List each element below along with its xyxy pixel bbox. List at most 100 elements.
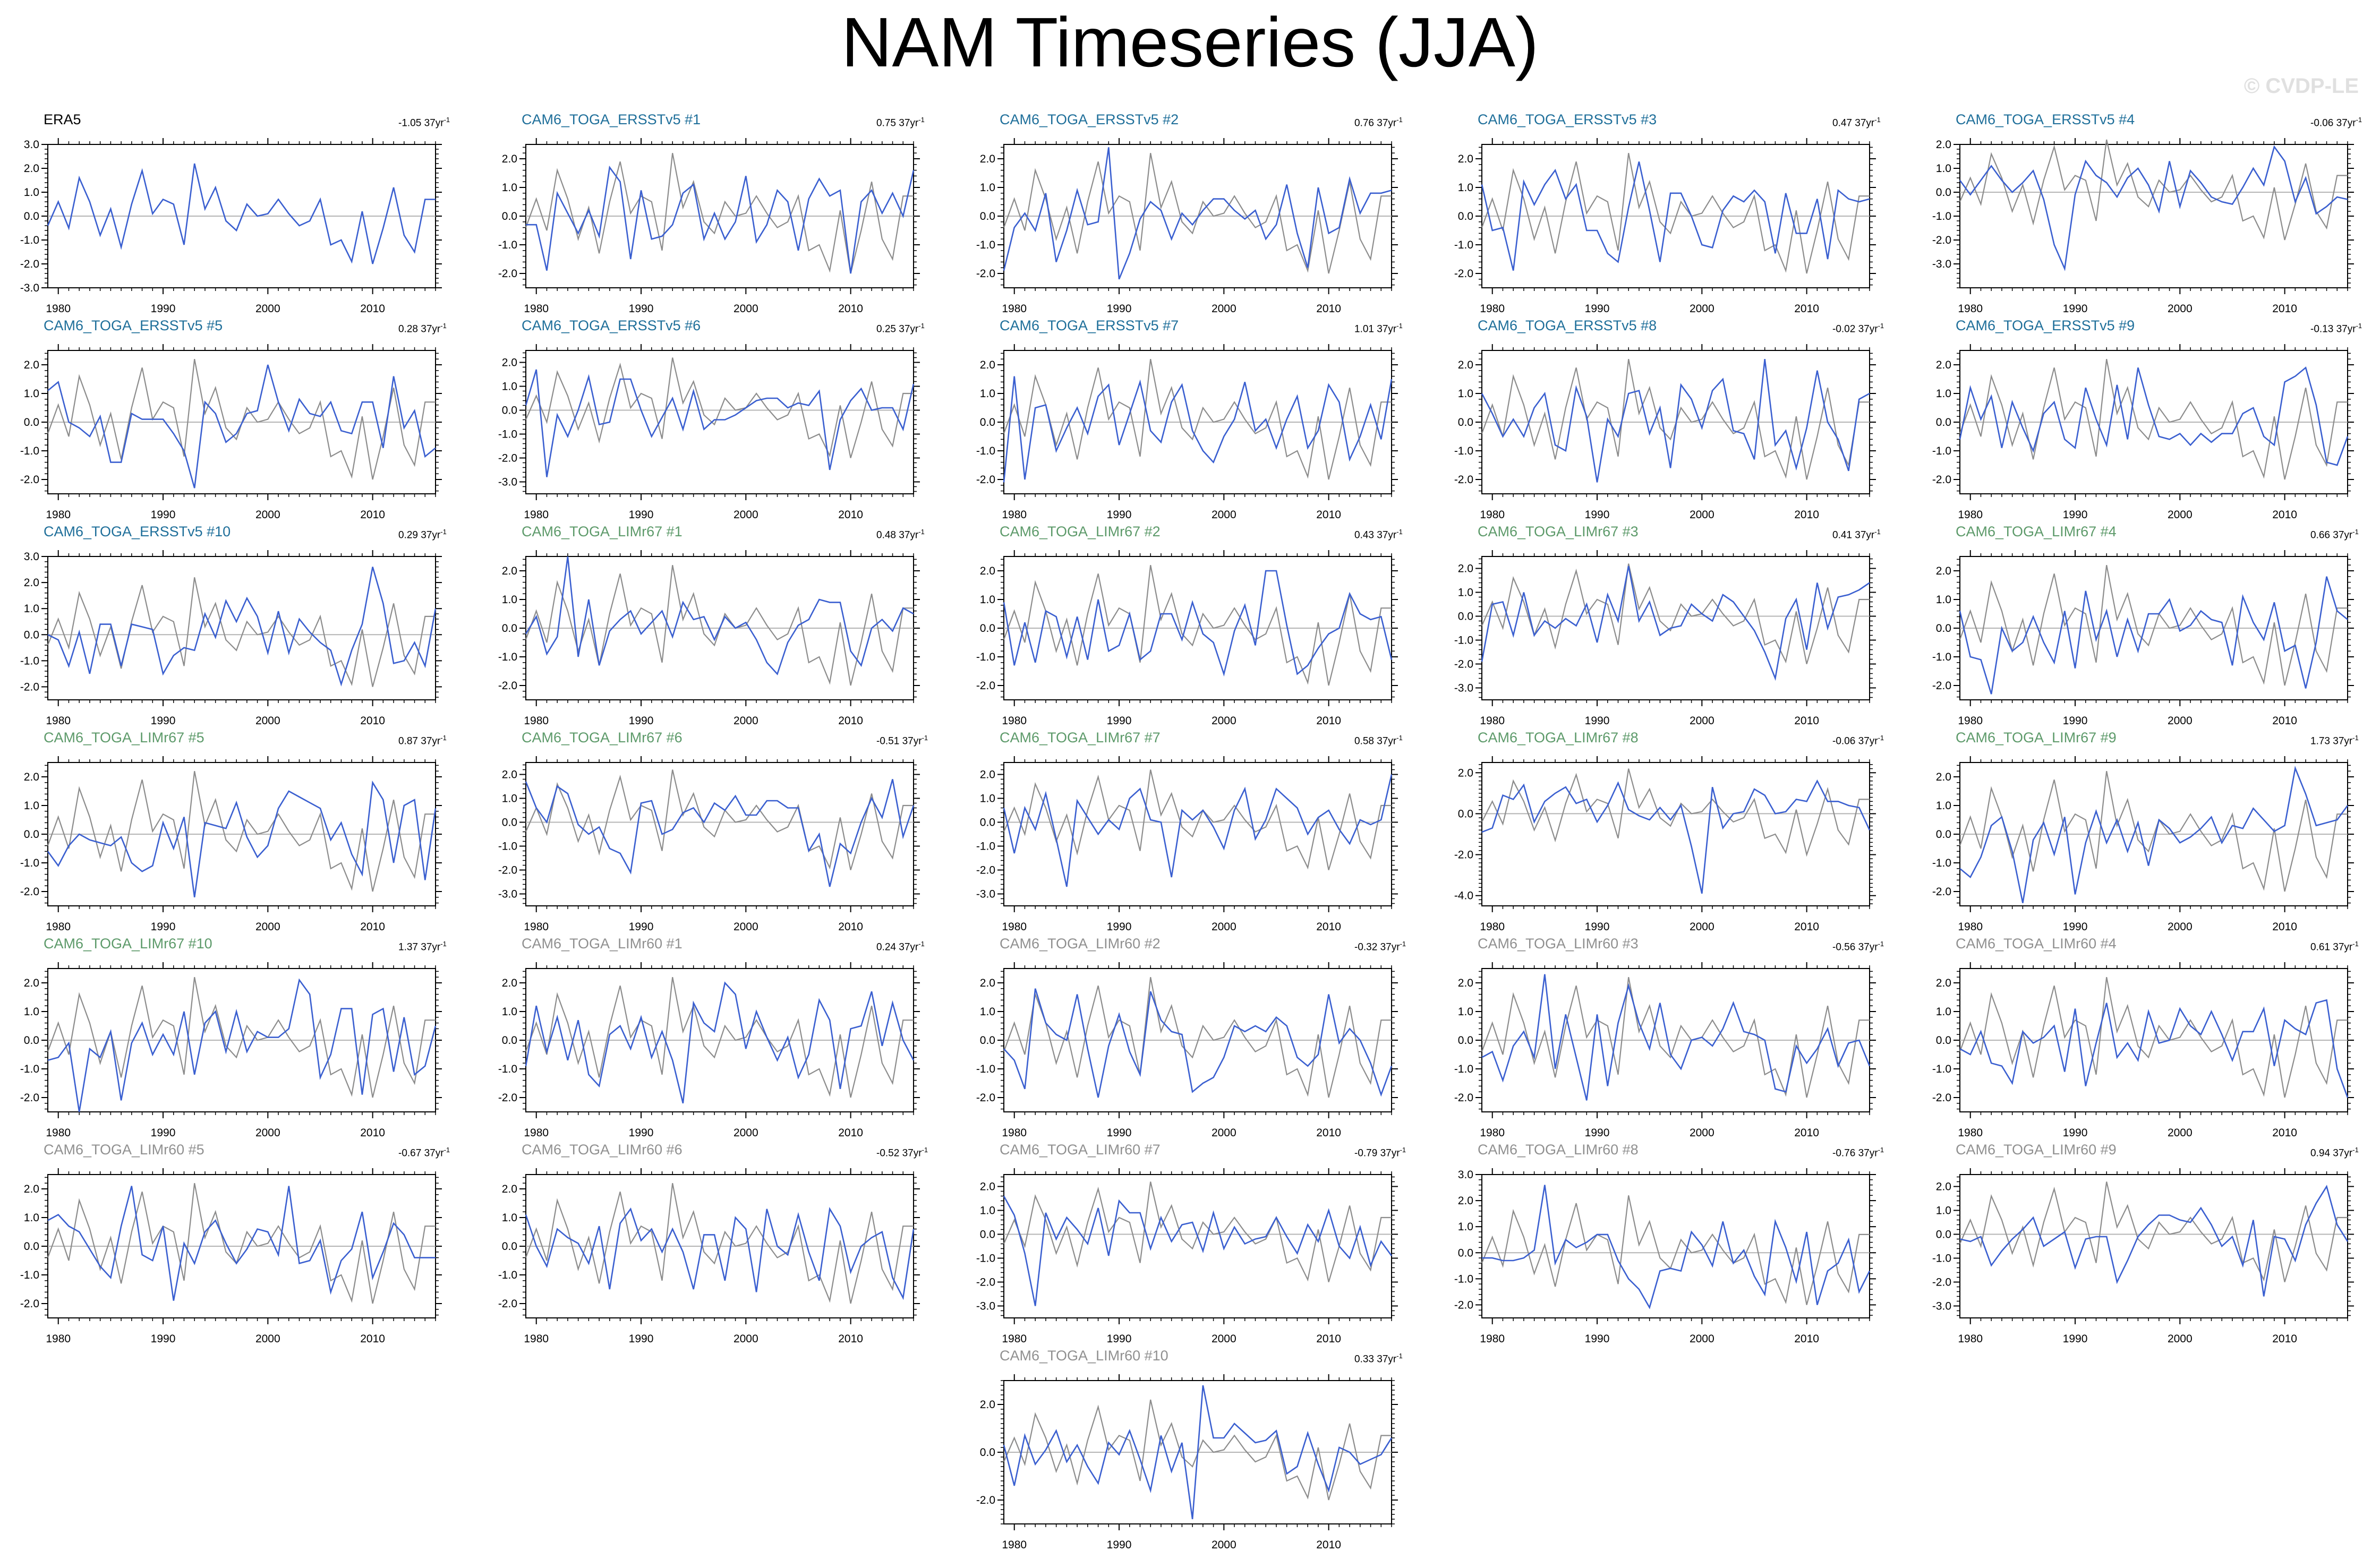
trend-value: 0.76 xyxy=(1354,117,1374,129)
x-tick-label: 1980 xyxy=(1958,303,1983,315)
panel-title: CAM6_TOGA_ERSSTv5 #6 xyxy=(522,318,701,333)
y-tick-label: 0.0 xyxy=(24,210,39,222)
y-tick-label: -3.0 xyxy=(976,888,995,901)
series-line xyxy=(1959,145,2348,271)
trend-value: 0.28 xyxy=(398,323,418,335)
y-tick-label: 1.0 xyxy=(502,793,517,805)
series-line xyxy=(1003,774,1393,887)
trend-label: -0.76 37yr-1 xyxy=(1832,1146,1884,1159)
y-tick-label: 1.0 xyxy=(502,1212,517,1224)
x-tick-label: 2000 xyxy=(1212,1127,1236,1139)
y-tick-label: 1.0 xyxy=(980,1205,995,1217)
trend-label: 0.29 37yr-1 xyxy=(398,528,447,541)
panel-plot: 2.0 1.0 0.0 -1.0 -2.0 -3.0 1980 1990 2000 2010 xyxy=(1932,1168,2354,1345)
x-tick-label: 2000 xyxy=(2168,1333,2193,1345)
y-tick-label: 1.0 xyxy=(24,1006,39,1018)
y-tick-label: -1.0 xyxy=(976,1253,995,1265)
y-tick-label: 0.0 xyxy=(980,416,995,429)
x-tick-label: 2010 xyxy=(838,303,863,315)
trend-exponent: -1 xyxy=(1400,940,1406,948)
trend-exponent: -1 xyxy=(918,940,925,948)
x-tick-label: 2000 xyxy=(1690,1127,1714,1139)
panel-plot: 3.0 2.0 1.0 0.0 -1.0 -2.0 1980 1990 2000 2010 xyxy=(1454,1168,1876,1345)
series-line xyxy=(1959,766,2349,903)
x-tick-label: 1980 xyxy=(1958,921,1983,933)
y-tick-label: 0.0 xyxy=(1936,622,1951,635)
panel: 2.0 1.0 0.0 -1.0 -2.0 1980 1990 2000 2010 CAM6_TO… xyxy=(1912,724,2359,933)
panel-title: CAM6_TOGA_ERSSTv5 #9 xyxy=(1956,318,2135,333)
y-tick-label: 0.0 xyxy=(980,1034,995,1047)
trend-label: -0.51 37yr-1 xyxy=(876,734,928,747)
x-tick-label: 2010 xyxy=(2272,1127,2297,1139)
panel-title: CAM6_TOGA_LIMr60 #5 xyxy=(44,1142,204,1158)
y-tick-label: 1.0 xyxy=(1458,388,1473,400)
y-tick-label: -2.0 xyxy=(498,452,517,465)
panel: 2.0 1.0 0.0 -1.0 -2.0 1980 1990 2000 2010 CAM6_TO… xyxy=(1434,930,1884,1139)
y-tick-label: 3.0 xyxy=(24,139,39,151)
y-tick-label: 0.0 xyxy=(24,416,39,429)
trend-unit: 37yr xyxy=(421,529,441,541)
y-tick-label: 1.0 xyxy=(980,182,995,194)
y-tick-label: 2.0 xyxy=(1936,359,1951,371)
panel-plot: 2.0 1.0 0.0 -1.0 -2.0 1980 1990 2000 2010 xyxy=(976,962,1398,1139)
trend-value: 1.01 xyxy=(1354,323,1374,335)
x-tick-label: 2010 xyxy=(1316,509,1341,521)
panel-title: CAM6_TOGA_LIMr60 #10 xyxy=(1000,1348,1168,1364)
trend-exponent: -1 xyxy=(1400,1146,1406,1154)
x-tick-label: 1990 xyxy=(1107,1333,1132,1345)
x-tick-label: 1990 xyxy=(1585,1127,1610,1139)
y-tick-label: -2.0 xyxy=(976,680,995,692)
y-tick-label: -2.0 xyxy=(976,864,995,877)
x-tick-label: 2010 xyxy=(1316,1333,1341,1345)
trend-value: 0.94 xyxy=(2310,1147,2330,1159)
series-line xyxy=(525,981,915,1104)
y-tick-label: 0.0 xyxy=(1936,1229,1951,1241)
x-tick-label: 2000 xyxy=(733,1333,758,1345)
y-tick-label: -1.0 xyxy=(1454,1063,1473,1075)
trend-unit: 37yr xyxy=(902,735,922,747)
y-tick-label: -1.0 xyxy=(1932,1253,1951,1265)
y-tick-label: -2.0 xyxy=(1932,1092,1951,1104)
trend-exponent: -1 xyxy=(1874,528,1881,536)
x-tick-label: 1980 xyxy=(1480,1127,1505,1139)
series-line xyxy=(1003,570,1393,677)
x-tick-label: 2010 xyxy=(838,509,863,521)
x-tick-label: 2000 xyxy=(1212,1539,1236,1551)
obs-series-line xyxy=(525,1183,914,1304)
y-tick-label: 0.0 xyxy=(1458,808,1473,820)
series-line xyxy=(525,369,915,477)
y-tick-label: 2.0 xyxy=(502,153,517,165)
x-tick-label: 2010 xyxy=(1794,509,1819,521)
y-tick-label: 0.0 xyxy=(980,622,995,635)
panel: 3.0 2.0 1.0 0.0 -1.0 -2.0 1980 1990 2000 2010 CAM6… xyxy=(1434,1136,1884,1345)
y-tick-label: -2.0 xyxy=(20,474,39,486)
obs-series-line xyxy=(47,976,436,1098)
y-tick-label: 0.0 xyxy=(1458,416,1473,429)
trend-exponent: -1 xyxy=(922,734,928,742)
panel-plot: 2.0 1.0 0.0 -1.0 -2.0 1980 1990 2000 2010 xyxy=(1932,962,2354,1139)
x-tick-label: 1990 xyxy=(629,303,654,315)
plot-frame xyxy=(525,350,914,494)
y-tick-label: 2.0 xyxy=(1458,1195,1473,1207)
trend-unit: 37yr xyxy=(2333,1147,2353,1159)
y-tick-label: 0.0 xyxy=(980,1229,995,1241)
trend-label: 0.28 37yr-1 xyxy=(398,322,447,335)
y-tick-label: 1.0 xyxy=(1936,162,1951,175)
panel-title: CAM6_TOGA_LIMr60 #3 xyxy=(1478,936,1639,952)
series-line xyxy=(47,780,437,897)
panel-title: CAM6_TOGA_ERSSTv5 #2 xyxy=(1000,112,1179,127)
panel-plot: 2.0 1.0 0.0 -1.0 -2.0 1980 1990 2000 2010 xyxy=(498,138,920,315)
series-line xyxy=(1003,1195,1393,1306)
x-tick-label: 1990 xyxy=(2063,715,2088,727)
y-tick-label: 2.0 xyxy=(1936,771,1951,783)
trend-exponent: -1 xyxy=(443,116,450,124)
y-tick-label: -2.0 xyxy=(976,1276,995,1289)
trend-unit: 37yr xyxy=(421,941,441,953)
y-tick-label: 2.0 xyxy=(980,153,995,165)
trend-label: 0.24 37yr-1 xyxy=(876,940,925,953)
trend-exponent: -1 xyxy=(1396,528,1403,536)
x-tick-label: 1980 xyxy=(1002,303,1027,315)
y-tick-label: -2.0 xyxy=(1454,1299,1473,1311)
plot-frame xyxy=(1003,1174,1392,1318)
